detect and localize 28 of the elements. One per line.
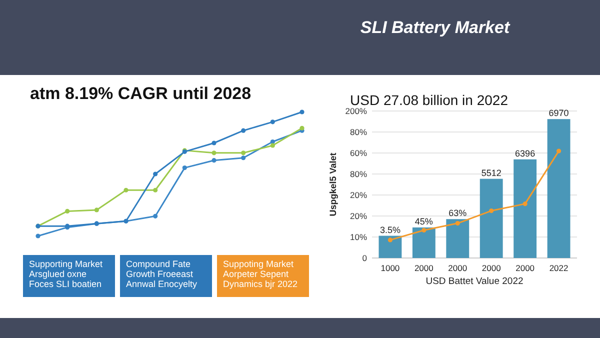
annotation: 45%: [414, 216, 433, 226]
text: 200%: [345, 106, 368, 116]
x-tick-label: 2000: [414, 263, 434, 273]
x-tick-label: 2000: [516, 263, 535, 273]
text: 6970: [548, 108, 569, 118]
text: 60%: [350, 148, 368, 158]
annotation: 63%: [448, 208, 467, 218]
text: 0: [362, 253, 368, 263]
x-axis-title: USD Battet Value 2022: [426, 276, 524, 287]
x-tick-label: 2000: [448, 263, 468, 273]
text: 10%: [350, 232, 368, 242]
chart-title: atm 8.19% CAGR until 2028: [30, 84, 252, 103]
text: 20%: [350, 211, 368, 221]
x-tick-label: 1000: [380, 263, 400, 273]
y-axis-title: Uspgkel5 Valet: [328, 152, 338, 216]
chart-title: USD 27.08 billion in 2022: [350, 92, 508, 108]
text: SLI Battery Market: [360, 18, 511, 37]
text: 80%: [350, 127, 368, 137]
text: Supporting Market Arsglued oxne Foces SLI boatien: [29, 259, 104, 289]
x-tick-label: 2022: [549, 263, 569, 273]
text: 20%: [350, 190, 368, 200]
x-tick-label: 2000: [482, 263, 502, 273]
annotation: 5512: [481, 168, 502, 178]
text: Suppoting Market Aorpeter Sepent Dynamics bjr 2022: [223, 259, 298, 289]
text: 80%: [350, 169, 368, 179]
annotation: 3.5%: [380, 224, 400, 235]
annotation: 6396: [515, 148, 536, 158]
text: Compound Fate Growth Froeeast Annwal Enocyelty: [126, 259, 198, 289]
